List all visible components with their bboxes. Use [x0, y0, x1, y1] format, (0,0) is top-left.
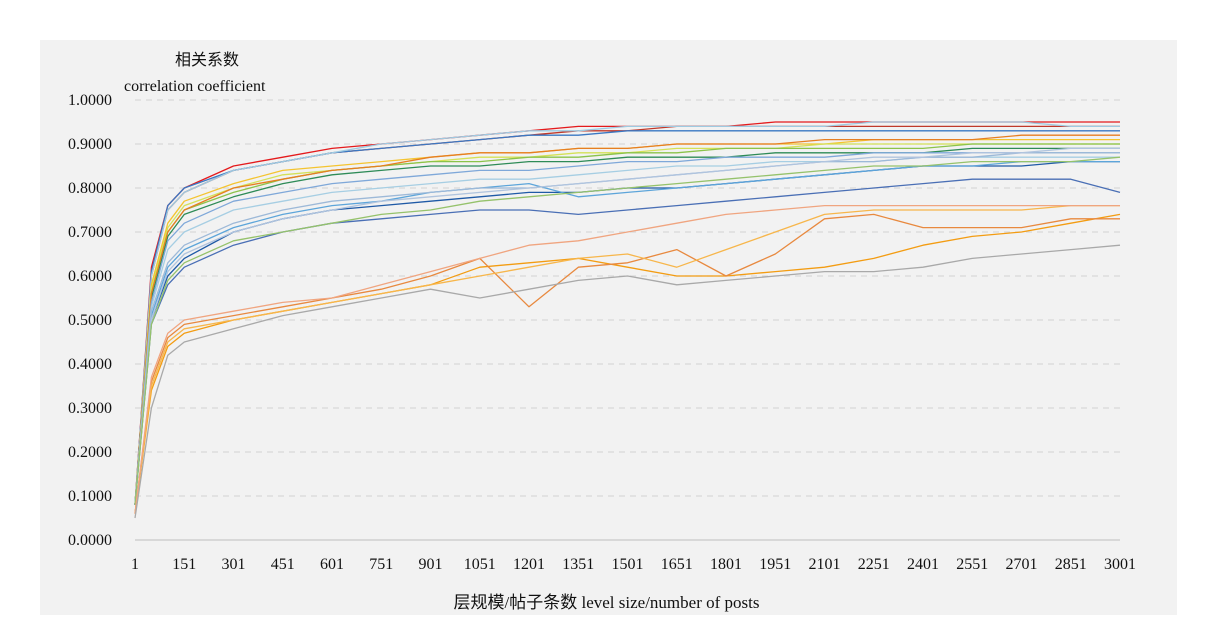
- x-tick-label: 451: [271, 556, 295, 573]
- series-line-5: [134, 138, 1120, 505]
- series-line-10: [134, 152, 1120, 505]
- x-tick-label: 2701: [1006, 556, 1038, 573]
- x-tick-label: 2401: [907, 556, 939, 573]
- y-tick-label: 0.0000: [68, 532, 112, 549]
- x-tick-label: 1501: [612, 556, 644, 573]
- series-line-9: [134, 134, 1120, 505]
- x-tick-label: 3001: [1104, 556, 1136, 573]
- series-line-22: [134, 244, 1121, 519]
- series-line-11: [134, 156, 1120, 505]
- series-line-16: [134, 147, 1120, 505]
- series-line-7: [134, 143, 1120, 505]
- x-tick-label: 1051: [464, 556, 496, 573]
- x-tick-label: 1201: [513, 556, 545, 573]
- x-tick-label: 2551: [956, 556, 988, 573]
- x-tick-label: 2251: [858, 556, 890, 573]
- series-line-8: [134, 147, 1120, 505]
- series-line-13: [134, 178, 1121, 505]
- y-tick-label: 0.6000: [68, 268, 112, 285]
- x-tick-label: 1: [131, 556, 139, 573]
- series-line-6: [134, 143, 1120, 505]
- x-tick-label: 601: [320, 556, 344, 573]
- series-line-20: [134, 204, 1120, 514]
- x-tick-label: 151: [172, 556, 196, 573]
- x-tick-label: 901: [419, 556, 443, 573]
- y-tick-label: 0.3000: [68, 400, 112, 417]
- x-tick-label: 1951: [759, 556, 791, 573]
- series-line-12: [134, 160, 1120, 505]
- series-line-14: [134, 160, 1120, 505]
- y-axis-label-chinese: 相关系数: [175, 52, 240, 69]
- y-tick-label: 0.4000: [68, 356, 112, 373]
- chart-panel: [40, 40, 1177, 615]
- y-tick-label: 0.5000: [68, 312, 112, 329]
- y-axis-label-english: correlation coefficient: [124, 78, 266, 95]
- x-axis-label: 层规模/帖子条数 level size/number of posts: [453, 593, 760, 612]
- y-tick-label: 0.8000: [68, 180, 112, 197]
- series-line-3: [134, 130, 1120, 505]
- x-tick-label: 751: [369, 556, 393, 573]
- y-tick-label: 0.1000: [68, 488, 112, 505]
- y-tick-label: 0.9000: [68, 136, 112, 153]
- series-line-17: [134, 156, 1121, 505]
- x-tick-label: 301: [222, 556, 246, 573]
- series-line-4: [134, 121, 1120, 505]
- y-tick-label: 0.2000: [68, 444, 112, 461]
- series-line-21: [134, 204, 1120, 514]
- x-tick-label: 1801: [710, 556, 742, 573]
- x-tick-label: 1651: [661, 556, 693, 573]
- x-tick-label: 2101: [809, 556, 841, 573]
- series-line-19: [134, 213, 1120, 514]
- y-tick-label: 1.0000: [68, 92, 112, 109]
- x-tick-label: 1351: [562, 556, 594, 573]
- x-tick-label: 2851: [1055, 556, 1087, 573]
- y-tick-label: 0.7000: [68, 224, 112, 241]
